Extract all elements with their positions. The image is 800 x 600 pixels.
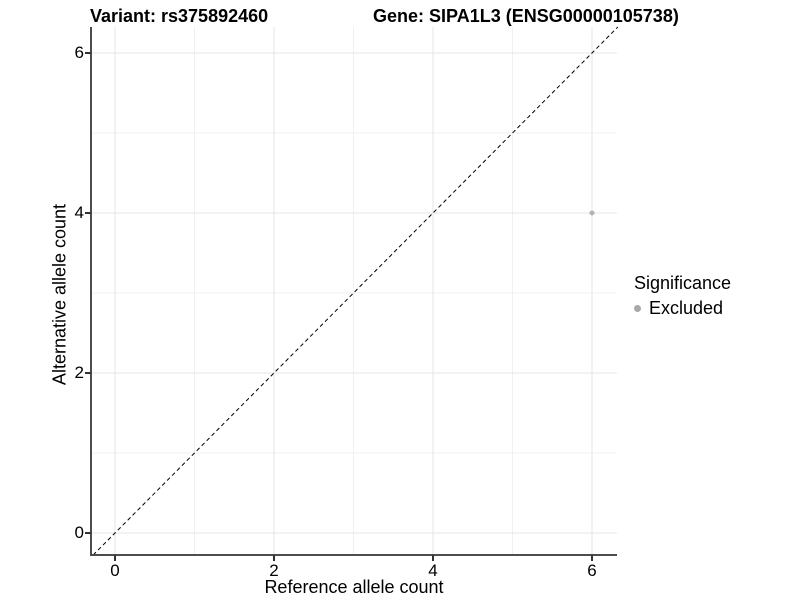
x-tick-label-6: 6 [587,561,597,580]
plot-title-variant: Variant: rs375892460 [90,6,269,26]
y-tick-label-2: 2 [74,363,84,382]
y-tick-label-6: 6 [74,43,84,62]
y-axis-title: Alternative allele count [49,203,70,386]
legend-item-label: Excluded [649,298,724,318]
x-tick-label-4: 4 [428,561,438,580]
identity-reference-line [92,26,619,556]
data-point [589,210,595,216]
x-tick-label-0: 0 [110,561,120,580]
legend: Significance Excluded [634,273,731,319]
legend-marker-circle-icon [634,305,641,312]
y-tick-label-0: 0 [74,523,84,542]
plot-title-gene: Gene: SIPA1L3 (ENSG00000105738) [373,6,679,26]
x-axis-title: Reference allele count [264,577,444,597]
legend-title: Significance [634,273,732,293]
y-tick-label-4: 4 [74,203,84,222]
x-tick-label-2: 2 [269,561,279,580]
legend-item-excluded: Excluded [634,298,731,319]
